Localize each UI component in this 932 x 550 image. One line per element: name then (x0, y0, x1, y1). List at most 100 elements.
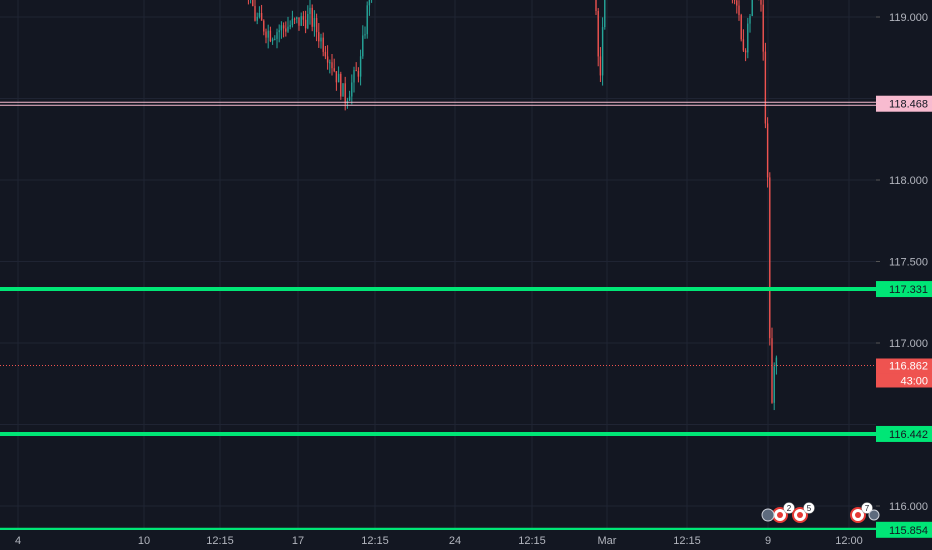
price-axis[interactable]: 116.000117.000117.500118.000119.000119.5… (876, 0, 932, 550)
candle-body (263, 20, 265, 32)
candle-body (271, 39, 274, 42)
candle-body (289, 25, 291, 27)
level-label-box (876, 281, 932, 298)
candle-body (335, 71, 338, 83)
dividend-marker-icon[interactable] (761, 508, 775, 522)
level-label: 117.331 (889, 284, 928, 296)
event-badge-count: 2 (787, 504, 792, 513)
candle-body (302, 16, 305, 20)
candle-body (329, 62, 331, 64)
candle-body (766, 123, 769, 178)
candle-body (326, 56, 329, 63)
candle-body (357, 70, 360, 77)
candle-body (599, 56, 602, 76)
candle-body (274, 38, 276, 40)
candle-body (740, 15, 742, 40)
x-tick-label: 12:15 (673, 535, 701, 547)
candle-body (736, 0, 738, 6)
y-tick-label: 118.000 (889, 175, 928, 187)
candle-body (324, 51, 327, 57)
candle-body (340, 73, 342, 97)
candle-body (366, 5, 368, 35)
event-markers[interactable]: 2 5 7 (761, 502, 880, 523)
candle-body (280, 25, 283, 31)
candle-body (267, 30, 269, 38)
candle-body (254, 6, 256, 21)
candle-body (604, 0, 606, 28)
level-label: 115.854 (889, 525, 928, 537)
event-marker-dot (777, 512, 783, 518)
candle-body (309, 7, 311, 14)
candle-body (342, 83, 344, 97)
event-badge (803, 502, 815, 514)
candle-body (331, 62, 333, 69)
candle-body (313, 18, 316, 27)
price-axis-bg (876, 0, 932, 550)
candle-body (738, 5, 740, 16)
candle-body (285, 28, 287, 32)
x-tick-label: Mar (598, 535, 617, 547)
candle-body (359, 56, 362, 77)
candle-body (344, 83, 346, 104)
candle-body (278, 30, 280, 33)
candle-body (296, 17, 298, 19)
x-tick-label: 10 (138, 535, 150, 547)
time-axis-bg (0, 530, 876, 550)
candle-body (265, 31, 267, 38)
candle-body (300, 16, 302, 26)
y-tick-label: 117.000 (889, 338, 928, 350)
candle-body (771, 338, 773, 403)
horizontal-levels (0, 101, 876, 532)
candle-body (362, 35, 364, 57)
candle-body (318, 32, 320, 42)
candle-body (742, 39, 745, 51)
level-label: 118.468 (889, 99, 928, 111)
x-tick-label: 4 (15, 535, 21, 547)
candle-body (304, 19, 307, 29)
candle-body (773, 366, 775, 403)
candle-body (749, 16, 751, 24)
candle-body (333, 68, 335, 72)
time-axis[interactable]: 4 10 12:15 17 12:15 24 12:15 Mar 12:15 9 12:00 (0, 530, 876, 550)
candle-body (744, 50, 747, 53)
level-label-box (876, 521, 932, 538)
event-badge (783, 502, 795, 514)
candle-body (760, 0, 762, 5)
candles (247, 0, 778, 411)
level-label-box (876, 425, 932, 442)
candle-body (747, 23, 749, 53)
candle-body (269, 30, 272, 42)
y-tick-label: 116.000 (889, 501, 928, 513)
candle-body (769, 177, 771, 339)
candle-body (276, 32, 278, 39)
x-tick-label: 9 (765, 535, 771, 547)
candle-body (252, 0, 254, 7)
level-label-box (876, 95, 932, 112)
y-tick-label: 119.000 (889, 12, 928, 24)
candle-body (311, 7, 313, 27)
y-tick-label: 117.500 (889, 257, 928, 269)
candle-body (337, 73, 340, 83)
candle-body (256, 16, 258, 21)
candle-body (355, 70, 357, 72)
candle-body (775, 357, 778, 367)
candle-body (320, 37, 322, 42)
current-price-label: 116.862 (889, 360, 928, 372)
candle-body (293, 18, 296, 20)
x-tick-label: 24 (449, 535, 461, 547)
candle-body (315, 18, 318, 33)
dividend-marker-icon[interactable] (868, 509, 880, 521)
candle-body (751, 0, 753, 17)
candle-body (322, 37, 324, 52)
candle-body (291, 18, 294, 26)
event-badge (861, 502, 873, 514)
countdown-box (876, 373, 932, 388)
candle-body (353, 70, 355, 83)
candle-body (762, 4, 764, 52)
candle-body (348, 96, 351, 101)
candle-body (595, 0, 597, 12)
x-tick-label: 12:15 (518, 535, 546, 547)
event-badge-count: 7 (865, 504, 870, 513)
